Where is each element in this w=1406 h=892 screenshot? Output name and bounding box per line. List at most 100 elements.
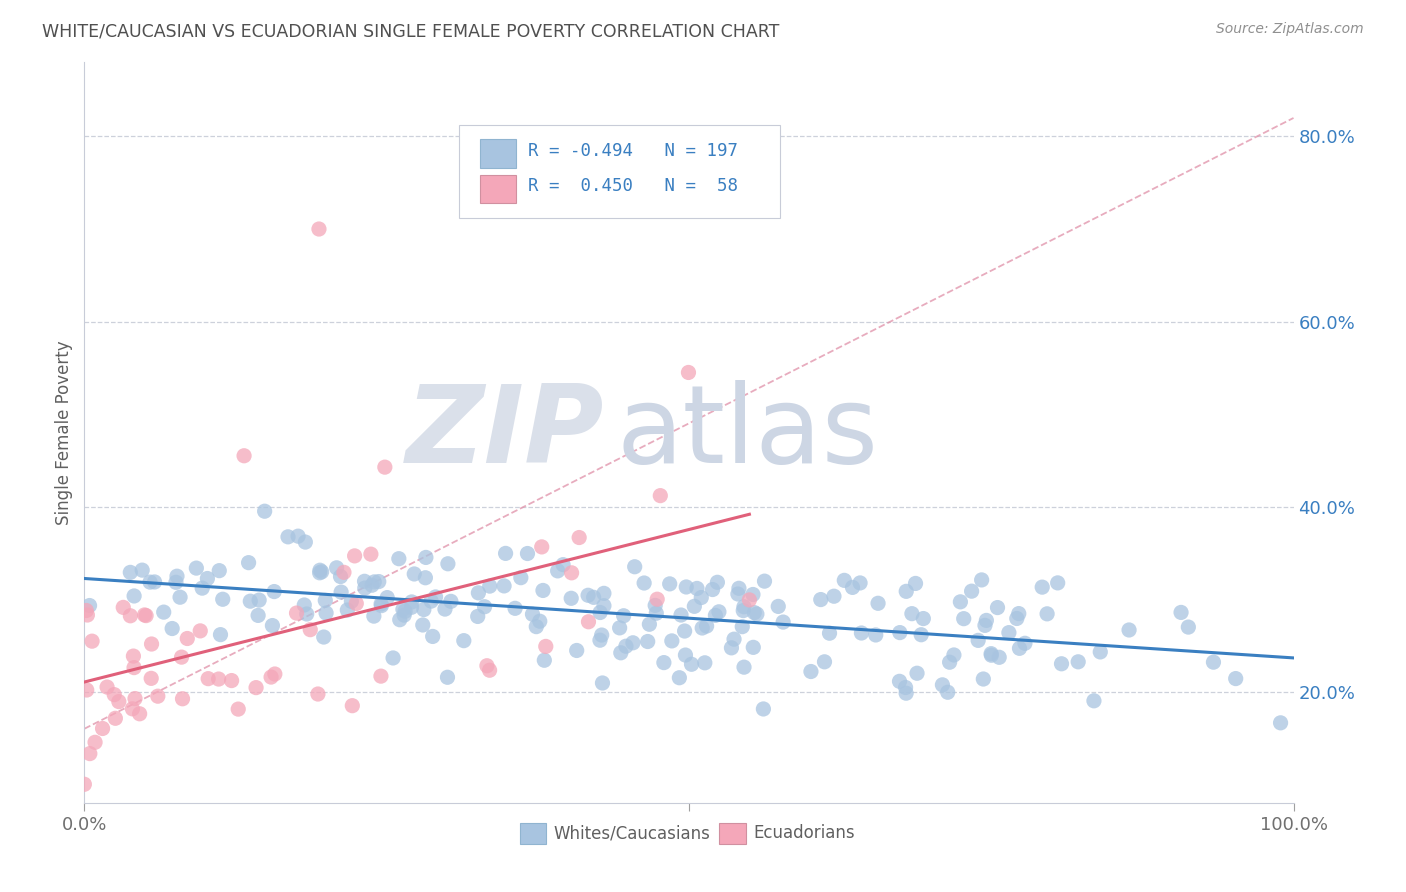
Point [415, 571, 437, 585]
Point [277, 530, 299, 544]
Point [1008, 641, 1031, 656]
Point [509, 571, 531, 585]
Point [851, 626, 873, 640]
Point [1225, 672, 1247, 686]
Point [896, 584, 918, 599]
Point [467, 586, 489, 600]
Point [849, 576, 872, 591]
Point [531, 583, 554, 598]
Point [609, 621, 631, 635]
Point [425, 590, 447, 604]
Point [392, 608, 415, 623]
Point [333, 566, 356, 580]
Point [658, 577, 681, 591]
Point [931, 678, 953, 692]
Point [696, 619, 718, 633]
Point [226, 702, 249, 716]
Point [980, 648, 1002, 663]
Point [285, 606, 308, 620]
Point [589, 606, 612, 620]
Point [172, 691, 194, 706]
Point [412, 602, 434, 616]
Point [76, 607, 98, 622]
Point [733, 660, 755, 674]
Point [942, 648, 965, 662]
Point [576, 588, 599, 602]
Text: ZIP: ZIP [406, 380, 605, 485]
Point [591, 628, 613, 642]
Point [832, 574, 855, 588]
Point [818, 626, 841, 640]
Y-axis label: Single Female Poverty: Single Female Poverty [55, 341, 73, 524]
Point [135, 608, 157, 623]
Point [733, 599, 755, 614]
Point [370, 599, 392, 613]
Point [453, 633, 475, 648]
Point [494, 579, 516, 593]
Text: Source: ZipAtlas.com: Source: ZipAtlas.com [1216, 22, 1364, 37]
Point [568, 531, 591, 545]
Point [534, 640, 557, 654]
Point [686, 582, 709, 596]
Point [668, 671, 690, 685]
Point [295, 607, 318, 621]
Point [120, 566, 142, 580]
Point [644, 599, 666, 613]
Point [516, 547, 538, 561]
Point [474, 599, 496, 614]
Point [889, 674, 911, 689]
Point [404, 566, 426, 581]
Point [195, 572, 218, 586]
Point [673, 624, 696, 638]
Point [533, 653, 555, 667]
FancyBboxPatch shape [479, 139, 516, 168]
Point [467, 609, 489, 624]
Point [589, 633, 612, 648]
Point [901, 607, 924, 621]
FancyBboxPatch shape [720, 822, 745, 844]
Point [661, 633, 683, 648]
Point [336, 603, 359, 617]
Point [79, 747, 101, 761]
Point [970, 573, 993, 587]
Point [889, 625, 911, 640]
Point [412, 618, 434, 632]
Point [344, 597, 367, 611]
Point [936, 685, 959, 699]
Point [112, 600, 135, 615]
Point [401, 595, 423, 609]
Point [522, 607, 544, 622]
Point [440, 594, 463, 608]
Point [340, 594, 363, 608]
Point [988, 650, 1011, 665]
Point [360, 547, 382, 561]
Text: R =  0.450   N =  58: R = 0.450 N = 58 [529, 178, 738, 195]
Point [530, 540, 553, 554]
Point [152, 605, 174, 619]
Point [593, 586, 616, 600]
Point [675, 580, 697, 594]
Point [312, 630, 335, 644]
Point [976, 614, 998, 628]
Point [652, 656, 675, 670]
Point [967, 633, 990, 648]
Point [315, 606, 337, 620]
Point [638, 617, 661, 632]
Point [723, 632, 745, 647]
Point [191, 581, 214, 595]
Point [76, 683, 98, 698]
Point [578, 615, 600, 629]
Point [675, 648, 697, 662]
Point [904, 576, 927, 591]
Point [208, 564, 231, 578]
Point [731, 620, 754, 634]
Text: Ecuadorians: Ecuadorians [754, 824, 855, 842]
Point [768, 599, 790, 614]
FancyBboxPatch shape [520, 822, 547, 844]
Point [80, 634, 103, 648]
Point [146, 689, 169, 703]
Point [245, 681, 267, 695]
Point [233, 449, 256, 463]
Point [353, 574, 375, 589]
Point [980, 647, 1002, 661]
